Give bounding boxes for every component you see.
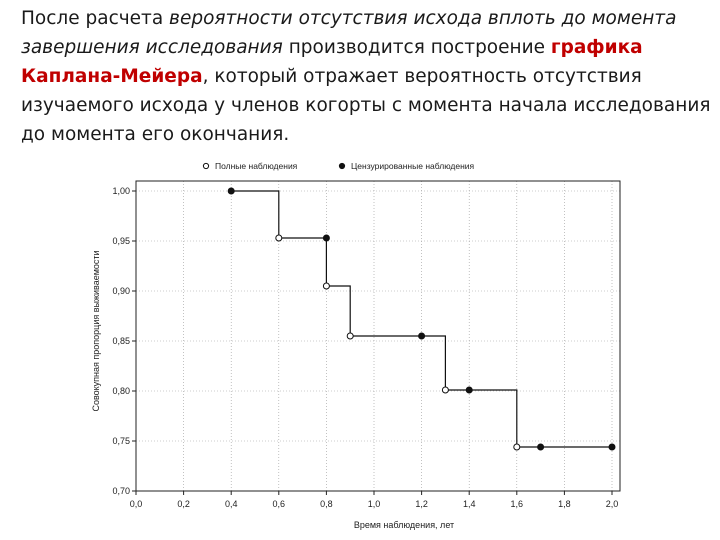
complete-observation-point <box>441 386 449 394</box>
x-tick-label: 0,8 <box>320 499 333 509</box>
legend-filled-circle-icon <box>338 162 346 170</box>
x-tick-label: 0,2 <box>177 499 190 509</box>
x-tick-label: 0,0 <box>130 499 143 509</box>
x-tick-label: 0,6 <box>273 499 286 509</box>
observation-markers <box>227 187 616 451</box>
x-tick-label: 1,2 <box>415 499 428 509</box>
x-axis-title: Время наблюдения, лет <box>354 520 454 530</box>
text-part-3: производится построение <box>282 37 551 58</box>
plot-frame <box>135 180 621 492</box>
x-tick-label: 1,6 <box>511 499 524 509</box>
censored-observation-point <box>608 443 616 451</box>
censored-observation-point <box>322 234 330 242</box>
censored-observation-point <box>537 443 545 451</box>
censored-observation-point <box>227 187 235 195</box>
slide-paragraph: После расчета вероятности отсутствия исх… <box>21 4 711 149</box>
y-tick-label: 0,80 <box>112 386 130 396</box>
text-part-5: , который отражает вероятность отсутстви… <box>21 66 711 145</box>
x-tick-label: 2,0 <box>606 499 619 509</box>
text-italic-term: вероятности отсутствия исхода вплоть до … <box>21 8 677 58</box>
x-tick-label: 0,4 <box>225 499 238 509</box>
x-tick-label: 1,4 <box>463 499 476 509</box>
text-part-1: После расчета <box>21 8 170 29</box>
legend-label: Цензурированные наблюдения <box>351 161 475 171</box>
censored-observation-point <box>465 386 473 394</box>
y-tick-label: 0,95 <box>112 236 130 246</box>
y-axis-title: Совокупная пропорция выживаемости <box>91 250 101 411</box>
x-axis-ticks: 0,0 0,2 0,4 0,6 0,8 1,0 1,2 1,4 1,6 1,8 2,0 <box>130 491 619 509</box>
text-highlight-kaplan-meier: графика Каплана-Мейера <box>21 37 643 87</box>
censored-observation-point <box>418 332 426 340</box>
complete-observation-point <box>513 443 521 451</box>
y-tick-label: 0,75 <box>112 436 130 446</box>
y-tick-label: 0,70 <box>112 486 130 496</box>
x-tick-label: 1,0 <box>368 499 381 509</box>
y-tick-label: 0,90 <box>112 286 130 296</box>
complete-observation-point <box>346 332 354 340</box>
y-tick-label: 1,00 <box>112 186 130 196</box>
complete-observation-point <box>322 282 330 290</box>
legend-open-circle-icon <box>202 162 210 170</box>
complete-observation-point <box>275 234 283 242</box>
chart-legend: Полные наблюдения Цензурированные наблюде… <box>202 161 475 171</box>
survival-step-line <box>231 190 612 448</box>
legend-label: Полные наблюдения <box>215 161 298 171</box>
y-axis-ticks: 1,00 0,95 0,90 0,85 0,80 0,75 0,70 <box>112 186 136 496</box>
y-tick-label: 0,85 <box>112 336 130 346</box>
x-tick-label: 1,8 <box>558 499 571 509</box>
